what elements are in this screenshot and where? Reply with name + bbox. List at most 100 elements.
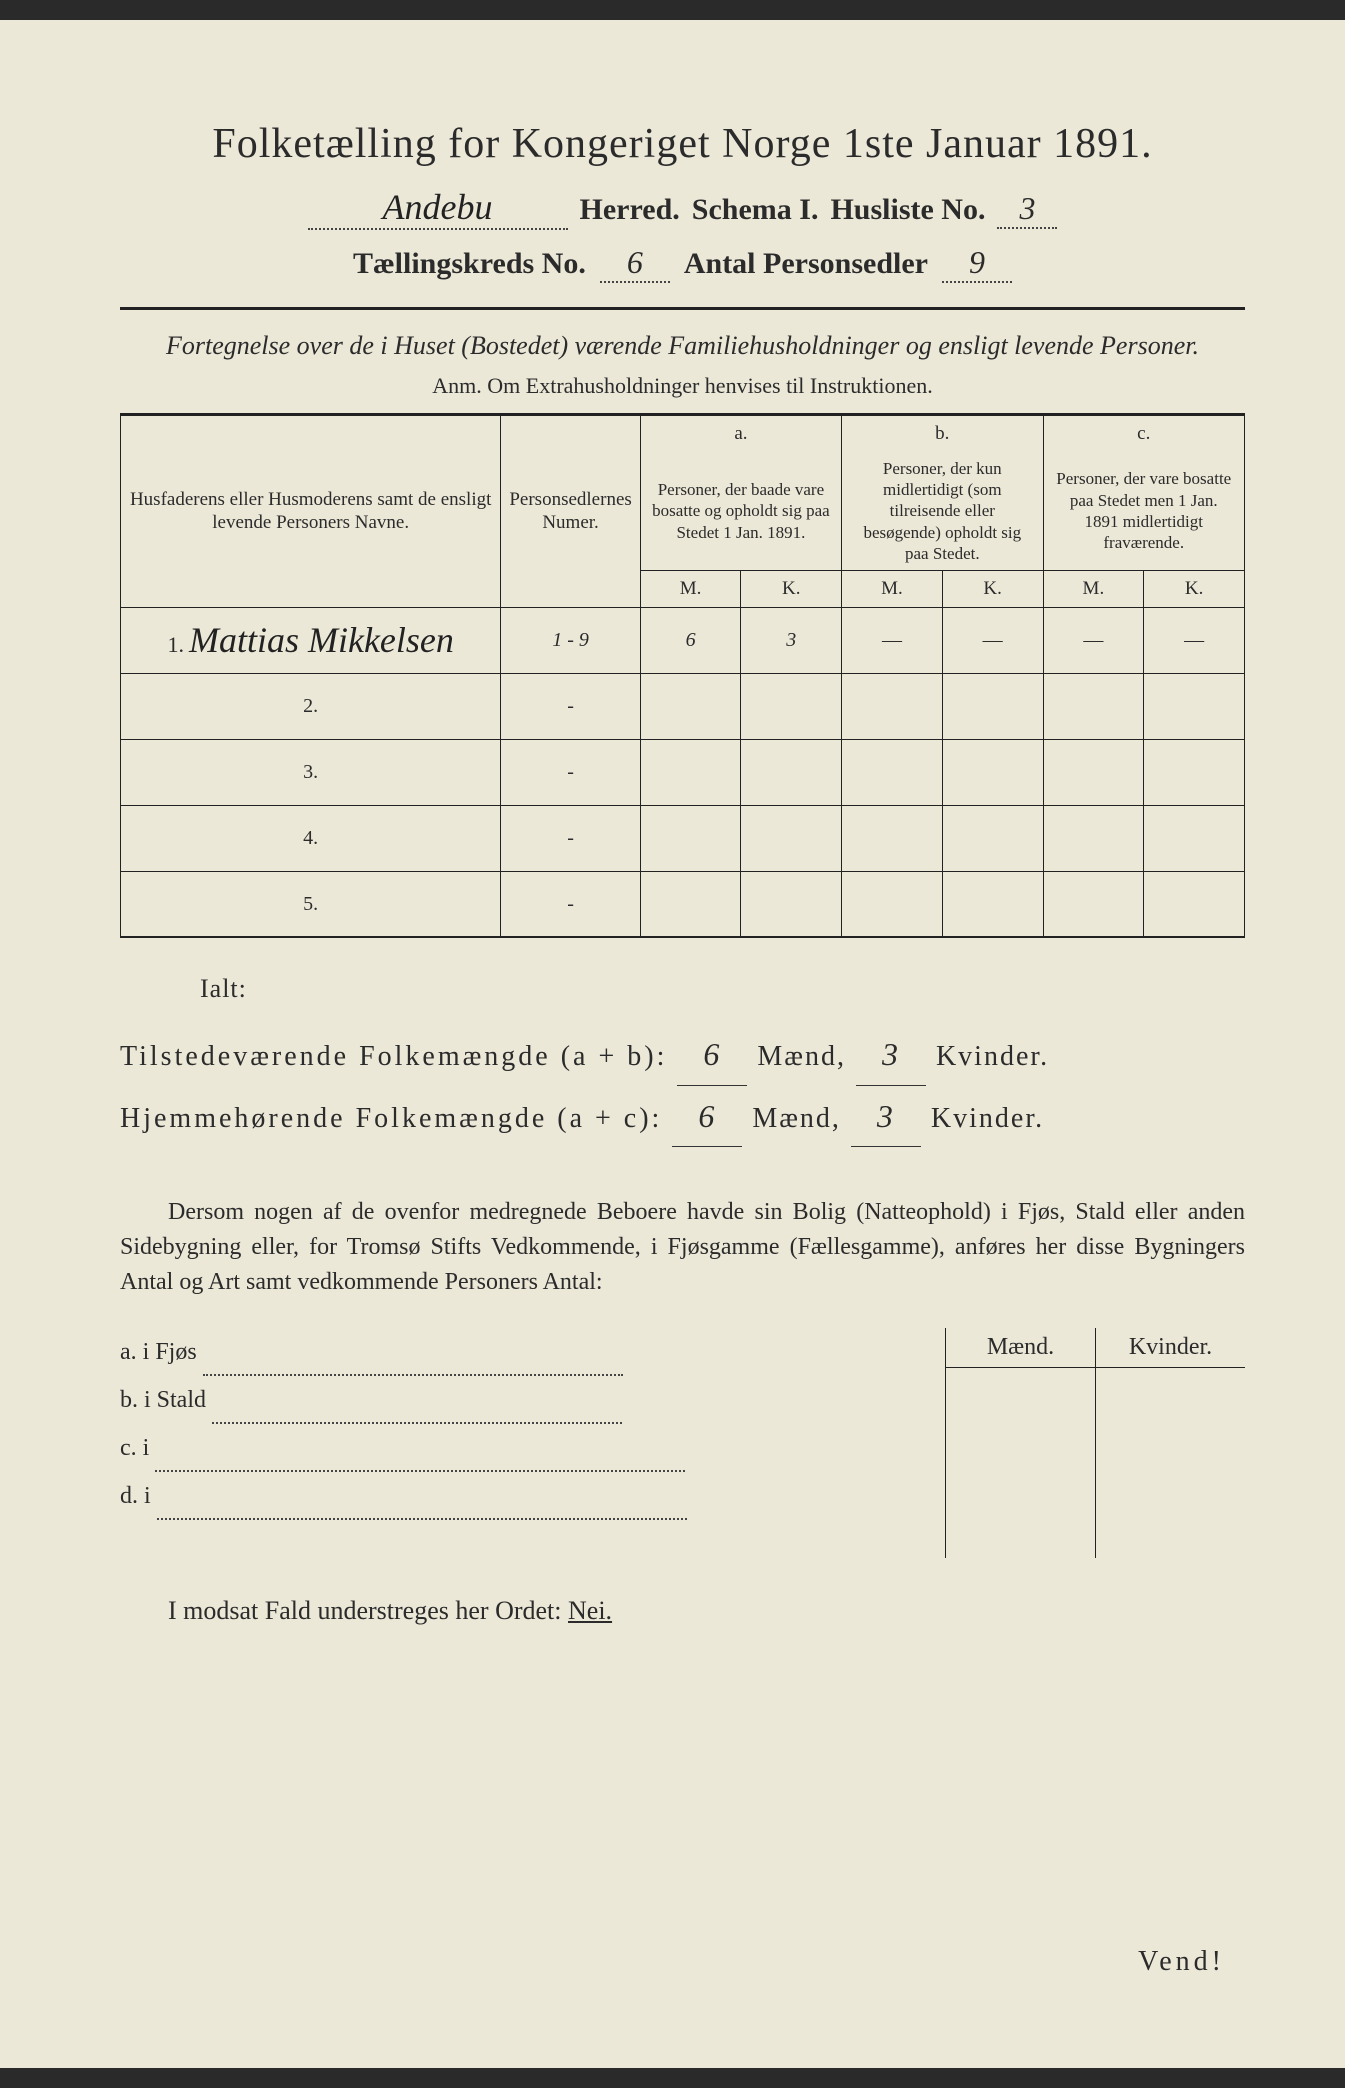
personsedler-label: Antal Personsedler xyxy=(684,247,928,281)
col-b-m: M. xyxy=(842,571,943,608)
kvinder-label: Kvinder. xyxy=(936,1030,1049,1083)
cell-bm: — xyxy=(842,607,943,673)
mk-maend-header: Mænd. xyxy=(945,1328,1095,1367)
table-body: 1. Mattias Mikkelsen 1 - 9 6 3 — — — — 2… xyxy=(121,607,1245,937)
cell-bm xyxy=(842,871,943,937)
col-c-label: c. xyxy=(1043,415,1244,452)
cell-name: 1. Mattias Mikkelsen xyxy=(121,607,501,673)
mk-kvinder-header: Kvinder. xyxy=(1095,1328,1245,1367)
totals-section: Ialt: Tilstedeværende Folkemængde (a + b… xyxy=(120,964,1245,1147)
building-row-b: b. i Stald xyxy=(120,1376,921,1424)
cell-am: 6 xyxy=(640,607,741,673)
kvinder-label: Kvinder. xyxy=(931,1092,1044,1145)
resident-label: Hjemmehørende Folkemængde (a + c): xyxy=(120,1092,662,1145)
subtitle: Fortegnelse over de i Huset (Bostedet) v… xyxy=(120,328,1245,363)
resident-women: 3 xyxy=(851,1086,921,1148)
kreds-value: 6 xyxy=(600,244,670,283)
cell-num: - xyxy=(501,673,640,739)
col-b-desc: Personer, der kun midlertidigt (som tilr… xyxy=(842,452,1043,571)
table-row: 4. - xyxy=(121,805,1245,871)
totals-row-resident: Hjemmehørende Folkemængde (a + c): 6 Mæn… xyxy=(120,1086,1245,1148)
col-a-desc: Personer, der baade vare bosatte og opho… xyxy=(640,452,841,571)
present-men: 6 xyxy=(677,1024,747,1086)
building-c-label: c. i xyxy=(120,1435,149,1461)
cell-ak xyxy=(741,871,842,937)
dotted-line xyxy=(157,1496,687,1520)
col-header-name-text: Husfaderens eller Husmoderens samt de en… xyxy=(130,489,491,534)
row-index: 1. xyxy=(167,632,184,657)
cell-cm xyxy=(1043,673,1144,739)
header-row-1: Andebu Herred. Schema I. Husliste No. 3 xyxy=(120,186,1245,230)
cell-name: 4. xyxy=(121,805,501,871)
cell-am xyxy=(640,871,741,937)
table-row: 3. - xyxy=(121,739,1245,805)
cell-bk xyxy=(942,673,1043,739)
cell-num: - xyxy=(501,739,640,805)
mk-columns xyxy=(945,1368,1245,1558)
cell-ak: 3 xyxy=(741,607,842,673)
building-row-d: d. i xyxy=(120,1472,921,1520)
cell-ak xyxy=(741,805,842,871)
cell-am xyxy=(640,739,741,805)
table-row: 1. Mattias Mikkelsen 1 - 9 6 3 — — — — xyxy=(121,607,1245,673)
page-title: Folketælling for Kongeriget Norge 1ste J… xyxy=(120,120,1245,168)
totals-row-present: Tilstedeværende Folkemængde (a + b): 6 M… xyxy=(120,1024,1245,1086)
kreds-label: Tællingskreds No. xyxy=(353,247,586,281)
building-list: a. i Fjøs b. i Stald c. i d. i xyxy=(120,1328,921,1558)
census-form-page: Folketælling for Kongeriget Norge 1ste J… xyxy=(0,20,1345,2068)
building-d-label: d. i xyxy=(120,1483,151,1509)
cell-bk xyxy=(942,871,1043,937)
personsedler-value: 9 xyxy=(942,244,1012,283)
mk-kvinder-col xyxy=(1095,1368,1245,1558)
cell-ck xyxy=(1144,805,1245,871)
husliste-value: 3 xyxy=(997,190,1057,229)
col-a-k: K. xyxy=(741,571,842,608)
cell-ck xyxy=(1144,673,1245,739)
present-label: Tilstedeværende Folkemængde (a + b): xyxy=(120,1030,667,1083)
col-a-label: a. xyxy=(640,415,841,452)
cell-bm xyxy=(842,673,943,739)
building-paragraph: Dersom nogen af de ovenfor medregnede Be… xyxy=(120,1195,1245,1299)
cell-ak xyxy=(741,739,842,805)
col-c-k: K. xyxy=(1144,571,1245,608)
col-a-m: M. xyxy=(640,571,741,608)
nei-prefix: I modsat Fald understreges her Ordet: xyxy=(168,1596,568,1625)
cell-cm: — xyxy=(1043,607,1144,673)
resident-men: 6 xyxy=(672,1086,742,1148)
ialt-label: Ialt: xyxy=(200,964,1245,1013)
cell-am xyxy=(640,673,741,739)
mk-maend-col xyxy=(945,1368,1095,1558)
dotted-line xyxy=(212,1400,622,1424)
cell-ck: — xyxy=(1144,607,1245,673)
col-header-name: Husfaderens eller Husmoderens samt de en… xyxy=(121,415,501,608)
header-row-2: Tællingskreds No. 6 Antal Personsedler 9 xyxy=(120,244,1245,283)
cell-bm xyxy=(842,805,943,871)
cell-bk: — xyxy=(942,607,1043,673)
cell-cm xyxy=(1043,871,1144,937)
vend-label: Vend! xyxy=(1138,1946,1225,1978)
schema-label: Schema I. xyxy=(692,193,819,227)
person-name: Mattias Mikkelsen xyxy=(189,620,454,660)
cell-num: - xyxy=(501,805,640,871)
building-row-a: a. i Fjøs xyxy=(120,1328,921,1376)
cell-name: 2. xyxy=(121,673,501,739)
cell-am xyxy=(640,805,741,871)
col-b-label: b. xyxy=(842,415,1043,452)
col-b-k: K. xyxy=(942,571,1043,608)
maend-label: Mænd, xyxy=(752,1092,841,1145)
annotation-note: Anm. Om Extrahusholdninger henvises til … xyxy=(120,373,1245,399)
cell-bm xyxy=(842,739,943,805)
mk-header: Mænd. Kvinder. xyxy=(945,1328,1245,1368)
table-row: 5. - xyxy=(121,871,1245,937)
col-header-number: Personsedlernes Numer. xyxy=(501,415,640,608)
maend-label: Mænd, xyxy=(757,1030,846,1083)
cell-cm xyxy=(1043,805,1144,871)
cell-ck xyxy=(1144,871,1245,937)
nei-word: Nei. xyxy=(568,1596,612,1625)
building-b-label: b. i Stald xyxy=(120,1387,206,1413)
husliste-label: Husliste No. xyxy=(830,193,985,227)
cell-cm xyxy=(1043,739,1144,805)
herred-label: Herred. xyxy=(580,193,680,227)
cell-name: 5. xyxy=(121,871,501,937)
cell-ck xyxy=(1144,739,1245,805)
